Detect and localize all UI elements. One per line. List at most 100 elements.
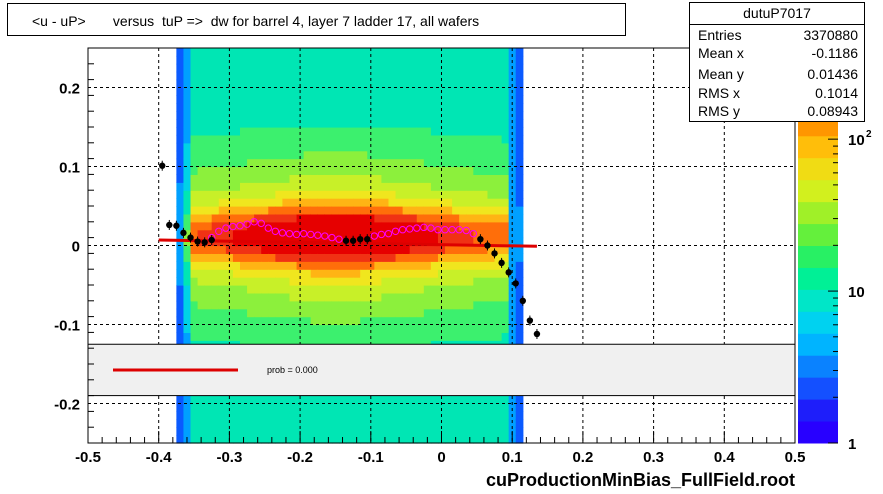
heatmap-cell <box>268 213 276 223</box>
heatmap-cell <box>480 48 489 57</box>
heatmap-cell <box>289 253 298 262</box>
open-marker <box>448 226 456 234</box>
heatmap-cell <box>275 395 284 405</box>
heatmap-cell <box>197 427 206 436</box>
heatmap-cell <box>430 142 439 152</box>
heatmap-cell <box>473 198 481 207</box>
heatmap-cell <box>459 308 467 318</box>
heatmap-cell <box>487 103 496 112</box>
heatmap-cell <box>268 411 276 420</box>
heatmap-cell <box>374 79 383 89</box>
heatmap-cell <box>388 158 397 168</box>
heatmap-cell <box>494 403 503 412</box>
heatmap-cell <box>289 119 298 128</box>
heatmap-cell <box>338 332 347 341</box>
heatmap-cell <box>360 55 368 65</box>
heatmap-cell <box>409 332 418 341</box>
x-tick-label: -0.5 <box>75 449 101 466</box>
heatmap-cell <box>240 206 248 215</box>
heatmap-cell <box>331 324 340 333</box>
heatmap-cell <box>487 403 496 412</box>
heatmap-cell <box>204 79 213 89</box>
heatmap-cell <box>508 269 517 278</box>
heatmap-cell <box>374 213 383 223</box>
heatmap-cell <box>324 166 333 175</box>
heatmap-cell <box>353 134 361 144</box>
heatmap-cell <box>303 403 312 412</box>
heatmap-cell <box>268 229 276 239</box>
heatmap-cell <box>338 253 347 262</box>
heatmap-cell <box>261 277 269 286</box>
heatmap-cell <box>473 253 481 262</box>
heatmap-cell <box>176 403 185 412</box>
heatmap-cell <box>346 435 354 444</box>
heatmap-cell <box>367 395 375 405</box>
heatmap-cell <box>430 79 439 89</box>
heatmap-cell <box>367 300 375 310</box>
stats-name: dutuP7017 <box>690 5 864 25</box>
heatmap-cell <box>508 95 517 104</box>
heatmap-cell <box>183 427 192 436</box>
heatmap-cell <box>176 182 185 191</box>
z-tick-exponent: 2 <box>866 129 872 140</box>
heatmap-cell <box>423 142 432 152</box>
heatmap-cell <box>374 316 383 326</box>
heatmap-cell <box>459 221 467 231</box>
heatmap-cell <box>183 269 192 278</box>
heatmap-cell <box>296 395 305 405</box>
heatmap-cell <box>480 150 489 160</box>
heatmap-cell <box>240 419 248 428</box>
heatmap-cell <box>501 63 510 73</box>
heatmap-cell <box>338 206 347 215</box>
heatmap-cell <box>459 119 467 128</box>
heatmap-cell <box>452 158 460 168</box>
heatmap-cell <box>360 277 368 286</box>
heatmap-cell <box>508 221 517 231</box>
heatmap-cell <box>501 48 510 57</box>
heatmap-cell <box>480 190 489 199</box>
heatmap-cell <box>338 285 347 294</box>
heatmap-cell <box>501 166 510 175</box>
heatmap-cell <box>381 166 390 175</box>
heatmap-cell <box>268 166 276 175</box>
heatmap-cell <box>423 158 432 168</box>
heatmap-cell <box>360 237 368 247</box>
heatmap-cell <box>445 166 453 175</box>
heatmap-cell <box>416 245 425 254</box>
heatmap-cell <box>317 213 326 223</box>
heatmap-cell <box>416 206 425 215</box>
heatmap-cell <box>331 111 340 120</box>
heatmap-cell <box>395 71 404 81</box>
heatmap-cell <box>381 324 390 333</box>
heatmap-cell <box>317 435 326 444</box>
heatmap-cell <box>247 419 255 428</box>
heatmap-cell <box>204 150 213 160</box>
heatmap-cell <box>289 403 298 412</box>
heatmap-cell <box>416 229 425 239</box>
heatmap-cell <box>494 261 503 270</box>
heatmap-cell <box>346 71 354 81</box>
heatmap-cell <box>211 182 220 191</box>
heatmap-cell <box>197 395 206 405</box>
heatmap-cell <box>360 253 368 262</box>
open-marker <box>469 229 478 238</box>
heatmap-cell <box>473 419 481 428</box>
heatmap-cell <box>261 87 269 96</box>
heatmap-cell <box>409 285 418 294</box>
heatmap-cell <box>480 245 489 254</box>
heatmap-cell <box>360 87 368 96</box>
heatmap-cell <box>452 324 460 333</box>
heatmap-cell <box>254 55 262 65</box>
heatmap-cell <box>310 221 319 231</box>
heatmap-cell <box>360 292 368 302</box>
heatmap-cell <box>346 324 354 333</box>
heatmap-cell <box>480 300 489 310</box>
heatmap-cell <box>317 292 326 302</box>
heatmap-cell <box>374 182 383 191</box>
open-marker <box>370 232 379 240</box>
heatmap-cell <box>261 103 269 112</box>
heatmap-cell <box>317 206 326 215</box>
heatmap-cell <box>211 269 220 278</box>
heatmap-cell <box>395 332 404 341</box>
heatmap-cell <box>353 213 361 223</box>
